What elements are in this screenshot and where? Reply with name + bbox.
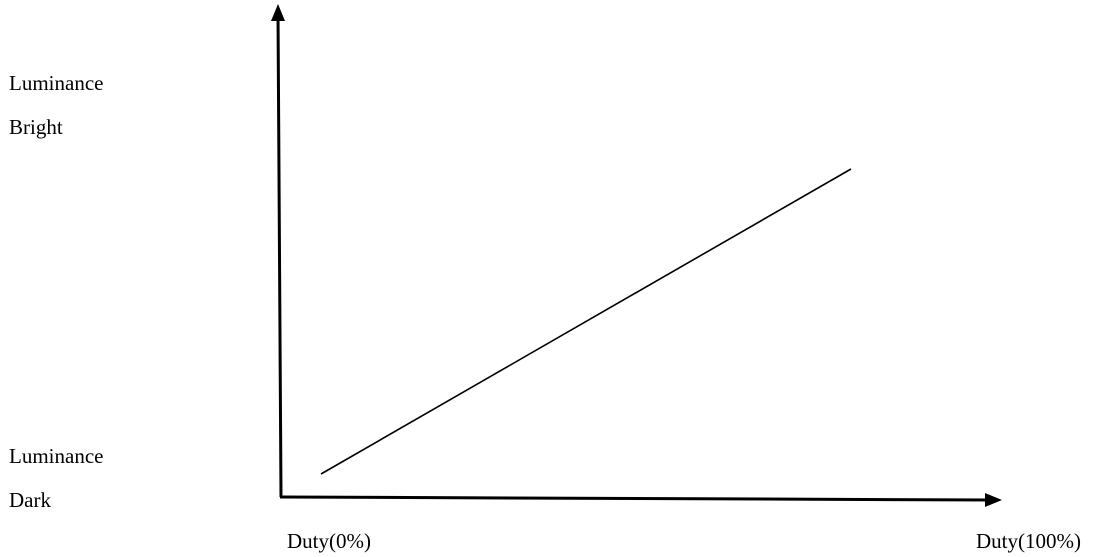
x-axis-max-label: Duty(100%)	[976, 529, 1081, 553]
y-axis-bottom-label-line1: Luminance	[9, 444, 104, 468]
x-axis	[279, 495, 991, 502]
x-axis-arrowhead	[985, 493, 1002, 507]
y-axis-bottom-label-line2: Dark	[9, 488, 51, 512]
y-axis-top-label-line2: Bright	[9, 115, 63, 139]
y-axis	[276, 13, 283, 498]
luminance-duty-line	[320, 168, 852, 475]
y-axis-arrowhead	[271, 4, 285, 21]
x-axis-min-label: Duty(0%)	[287, 529, 371, 553]
y-axis-top-label-line1: Luminance	[9, 71, 104, 95]
